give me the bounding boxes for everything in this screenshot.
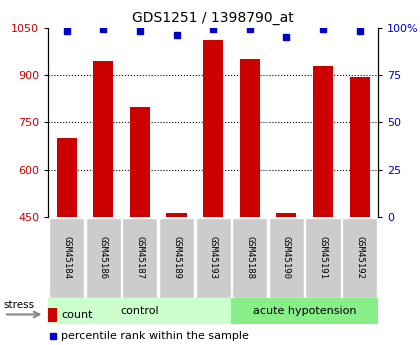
Bar — [203, 40, 223, 217]
FancyBboxPatch shape — [49, 218, 84, 298]
Bar — [57, 138, 77, 217]
Text: count: count — [61, 310, 92, 320]
Text: GSM45189: GSM45189 — [172, 236, 181, 279]
Text: GSM45188: GSM45188 — [245, 236, 254, 279]
Text: GSM45187: GSM45187 — [135, 236, 144, 279]
FancyBboxPatch shape — [86, 218, 121, 298]
Bar — [349, 77, 370, 217]
Text: GSM45193: GSM45193 — [209, 236, 218, 279]
Bar — [48, 308, 57, 322]
Bar — [166, 213, 186, 217]
Bar — [276, 213, 297, 217]
Bar — [240, 59, 260, 217]
FancyBboxPatch shape — [269, 218, 304, 298]
Text: GSM45184: GSM45184 — [62, 236, 71, 279]
Text: stress: stress — [4, 300, 35, 310]
FancyBboxPatch shape — [122, 218, 158, 298]
FancyBboxPatch shape — [196, 218, 231, 298]
Text: GSM45190: GSM45190 — [282, 236, 291, 279]
Text: GSM45192: GSM45192 — [355, 236, 364, 279]
FancyBboxPatch shape — [342, 218, 377, 298]
FancyBboxPatch shape — [159, 218, 194, 298]
Title: GDS1251 / 1398790_at: GDS1251 / 1398790_at — [132, 11, 294, 25]
Bar — [48, 298, 231, 324]
Text: GSM45191: GSM45191 — [318, 236, 328, 279]
Text: GSM45186: GSM45186 — [99, 236, 108, 279]
Bar — [93, 61, 113, 217]
Text: acute hypotension: acute hypotension — [253, 306, 357, 316]
Bar — [231, 298, 378, 324]
Bar — [313, 66, 333, 217]
FancyBboxPatch shape — [305, 218, 341, 298]
Bar — [130, 107, 150, 217]
Text: percentile rank within the sample: percentile rank within the sample — [61, 332, 249, 342]
FancyBboxPatch shape — [232, 218, 268, 298]
Text: control: control — [121, 306, 159, 316]
